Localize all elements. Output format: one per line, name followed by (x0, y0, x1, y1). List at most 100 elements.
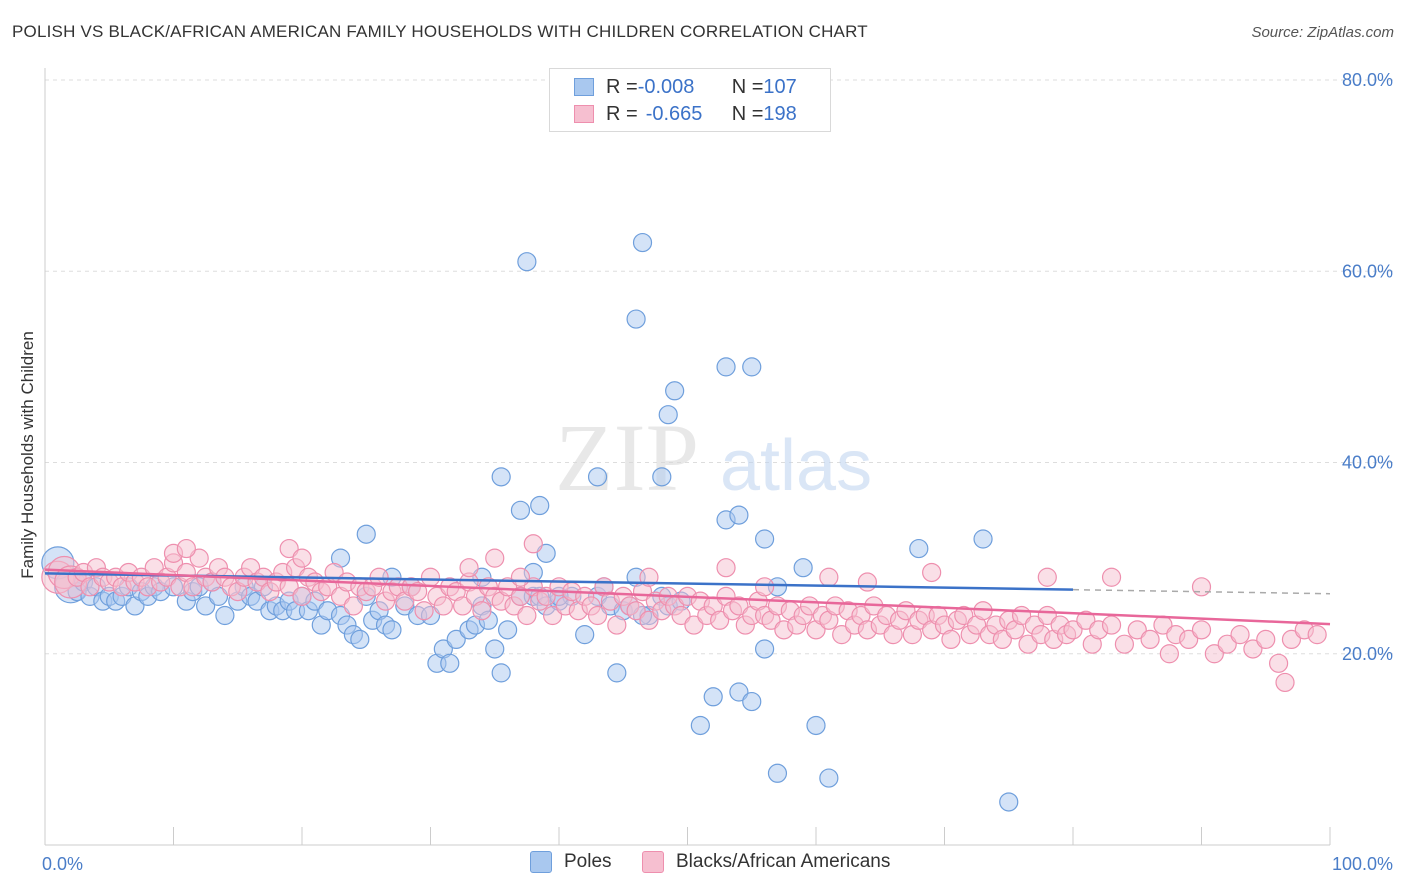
point-poles (440, 653, 460, 673)
point-blacks (1191, 620, 1212, 640)
point-blacks (954, 605, 974, 626)
point-blacks (189, 548, 209, 568)
point-blacks (832, 625, 852, 645)
point-blacks (1204, 644, 1224, 664)
point-poles (742, 691, 762, 712)
point-poles (607, 663, 627, 683)
point-poles (485, 639, 505, 659)
point-blacks (1275, 672, 1295, 693)
point-blacks (510, 586, 531, 606)
point-blacks (279, 538, 299, 559)
point-poles (632, 232, 653, 253)
point-blacks (626, 601, 646, 621)
point-poles (491, 663, 511, 683)
point-blacks (639, 610, 659, 630)
bottom-legend-swatch-blacks (642, 851, 664, 873)
point-blacks (1114, 634, 1135, 654)
point-blacks (80, 577, 100, 597)
point-blacks (1063, 620, 1083, 640)
point-poles (382, 620, 402, 640)
point-blacks (922, 562, 942, 583)
point-blacks (183, 577, 203, 597)
legend-swatch-poles (574, 78, 594, 96)
point-blacks (684, 615, 704, 635)
point-poles (356, 524, 376, 544)
point-poles (703, 687, 723, 707)
point-poles (652, 467, 672, 487)
point-blacks (292, 586, 312, 606)
point-blacks (857, 572, 878, 592)
bottom-legend: Poles Blacks/African Americans (0, 851, 1406, 877)
point-poles (517, 252, 537, 272)
point-poles (973, 529, 993, 549)
point-blacks (459, 558, 479, 578)
legend-r-value: -0.008 (637, 75, 695, 98)
point-poles (806, 715, 826, 736)
point-blacks (453, 596, 473, 616)
point-poles (530, 495, 550, 516)
trend-line-blacks (44, 568, 1331, 626)
y-tick-label: 80.0% (1342, 70, 1393, 90)
point-poles (999, 792, 1019, 812)
point-blacks (1307, 625, 1327, 645)
point-blacks (729, 596, 749, 616)
point-poles (690, 715, 710, 736)
point-blacks (716, 558, 736, 578)
point-blacks (1127, 620, 1147, 640)
point-blacks (433, 596, 453, 616)
source-label: Source: ZipAtlas.com (1251, 24, 1394, 41)
point-blacks (485, 548, 505, 568)
trend-lines (44, 568, 1331, 626)
legend-row-poles: R = -0.008 N = 107 (574, 74, 797, 100)
point-blacks (369, 567, 389, 587)
point-blacks (1243, 639, 1263, 659)
point-blacks (292, 548, 312, 568)
point-poles (575, 625, 595, 645)
legend-row-blacks: R = -0.665 N = 198 (574, 101, 797, 127)
point-blacks (1101, 615, 1122, 635)
point-poles (196, 596, 216, 616)
point-blacks (1076, 610, 1096, 630)
legend: R = -0.008 N = 107 R = -0.665 N = 198 (549, 68, 831, 132)
point-poles (665, 381, 685, 401)
point-blacks (542, 605, 563, 626)
legend-r-label: R = (606, 75, 638, 98)
point-poles (716, 357, 736, 377)
legend-r-value: -0.665 (645, 102, 703, 125)
point-blacks (343, 596, 363, 616)
chart-title: POLISH VS BLACK/AFRICAN AMERICAN FAMILY … (12, 22, 868, 41)
point-blacks (472, 601, 492, 621)
point-blacks (1191, 577, 1212, 597)
point-blacks (587, 605, 608, 626)
point-blacks (1256, 629, 1276, 650)
point-blacks (408, 581, 428, 602)
legend-n-value: 107 (763, 75, 797, 98)
bottom-legend-poles: Poles (530, 851, 612, 873)
x-tick-label: 100.0% (1332, 854, 1393, 874)
watermark-zip: ZIP (555, 404, 699, 511)
legend-r-label: R = (606, 102, 638, 125)
point-poles (491, 467, 511, 487)
point-poles (754, 639, 775, 659)
x-tick-label: 0.0% (42, 854, 83, 874)
series-poles (41, 232, 1019, 812)
point-poles (350, 629, 370, 650)
point-poles (587, 467, 608, 487)
point-blacks (1281, 629, 1302, 650)
point-poles (446, 629, 466, 650)
tick-labels: 20.0% 40.0% 60.0% 80.0% 0.0% 100.0% (42, 70, 1393, 874)
point-blacks (176, 538, 196, 559)
point-blacks (1268, 653, 1289, 673)
point-blacks (710, 610, 730, 630)
legend-n-label: N = (731, 102, 764, 125)
point-blacks (607, 615, 627, 635)
point-blacks (1140, 629, 1160, 650)
point-blacks (498, 577, 518, 597)
point-blacks (517, 605, 537, 626)
legend-swatch-blacks (574, 105, 594, 123)
y-tick-label: 20.0% (1342, 644, 1393, 664)
bottom-legend-label-blacks: Blacks/African Americans (676, 851, 891, 872)
point-blacks (420, 567, 441, 587)
point-blacks (510, 567, 531, 587)
